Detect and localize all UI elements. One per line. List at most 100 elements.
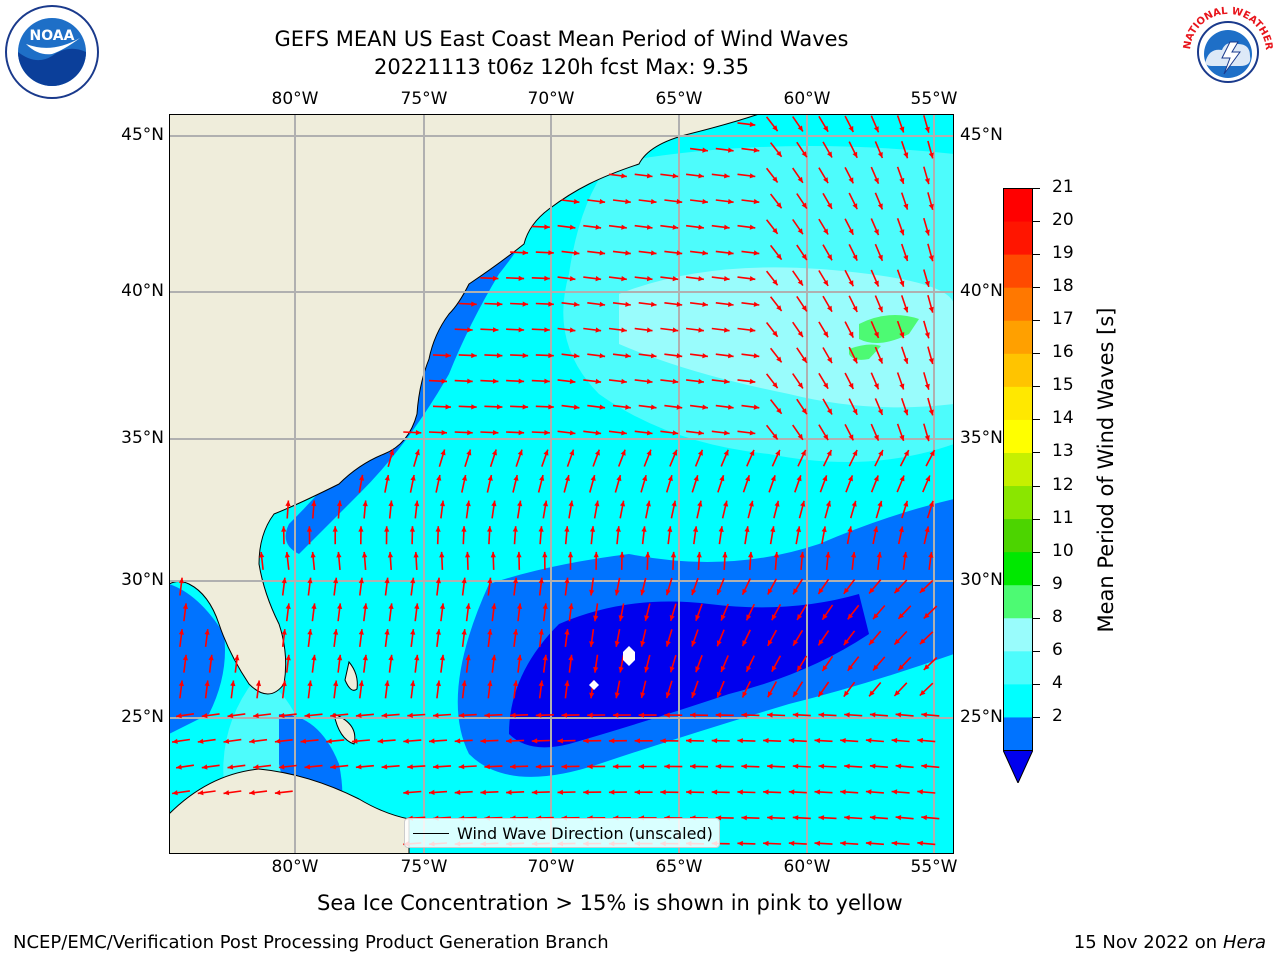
wind-wave-arrowhead xyxy=(745,475,750,482)
wind-wave-arrowhead xyxy=(440,449,446,456)
colorbar-tick-mark xyxy=(1033,353,1040,355)
wind-wave-arrowhead xyxy=(274,738,281,744)
wind-wave-arrowhead xyxy=(720,666,726,672)
wind-wave-arrowhead xyxy=(672,430,679,436)
wind-wave-arrowhead xyxy=(561,764,567,770)
wind-wave-arrowhead xyxy=(595,327,602,333)
wind-wave-arrowhead xyxy=(793,639,799,646)
wind-wave-arrowhead xyxy=(249,738,255,744)
wind-wave-arrowhead xyxy=(847,526,853,533)
colorbar-tick-mark xyxy=(1033,617,1040,619)
wind-wave-arrowhead xyxy=(698,449,703,456)
wind-wave-arrowhead xyxy=(698,276,704,282)
wind-wave-arrowhead xyxy=(823,331,829,338)
wind-wave-arrowhead xyxy=(640,692,646,699)
wind-wave-arrowhead xyxy=(818,588,824,594)
wind-wave-arrowhead xyxy=(800,500,806,507)
wind-wave-arrowhead xyxy=(310,551,316,558)
wind-wave-arrowhead xyxy=(253,712,259,719)
wind-wave-arrowhead xyxy=(304,712,311,719)
wind-wave-arrowhead xyxy=(869,815,876,821)
wind-wave-arrowhead xyxy=(491,500,497,507)
wind-wave-arrowhead xyxy=(742,691,748,698)
wind-wave-arrowhead xyxy=(311,603,317,609)
colorbar-tick-mark xyxy=(1033,452,1040,454)
wind-wave-arrowhead xyxy=(429,738,435,744)
wind-wave-arrowhead xyxy=(433,712,439,718)
wind-wave-arrowhead xyxy=(669,615,675,621)
colorbar-tick-label: 12 xyxy=(1052,474,1074,495)
wind-wave-arrowhead xyxy=(917,737,923,744)
wind-wave-arrowhead xyxy=(518,327,525,333)
wind-wave-arrowhead xyxy=(818,815,825,821)
wind-wave-arrowhead xyxy=(465,551,471,558)
colorbar-segment xyxy=(1003,650,1033,685)
wind-wave-arrowhead xyxy=(531,738,538,744)
wind-wave-arrowhead xyxy=(902,552,908,558)
wind-wave-arrowhead xyxy=(903,357,909,364)
wind-wave-arrowhead xyxy=(917,840,923,846)
wind-wave-arrowhead xyxy=(724,276,730,282)
colorbar-segment xyxy=(1003,254,1033,288)
wind-wave-arrowhead xyxy=(358,629,364,635)
wind-wave-arrowhead xyxy=(676,353,683,359)
wind-wave-arrowhead xyxy=(753,250,760,256)
wind-wave-arrowhead xyxy=(776,408,782,414)
wind-wave-arrowhead xyxy=(711,789,718,795)
colorbar xyxy=(1002,188,1034,785)
wind-wave-arrowhead xyxy=(414,500,420,507)
wind-wave-arrowhead xyxy=(384,629,390,635)
wind-wave-arrowhead xyxy=(587,712,593,718)
wind-wave-arrowhead xyxy=(796,475,802,482)
wind-wave-arrowhead xyxy=(595,430,602,436)
wind-wave-arrowhead xyxy=(876,552,882,558)
wind-wave-arrowhead xyxy=(797,382,803,389)
colorbar-tick-label: 13 xyxy=(1052,441,1074,462)
wind-wave-arrowhead xyxy=(569,224,576,230)
wind-wave-arrowhead xyxy=(742,640,748,647)
wind-wave-arrowhead xyxy=(728,147,734,153)
wind-wave-arrowhead xyxy=(826,450,832,456)
wind-wave-arrowhead xyxy=(599,250,606,256)
wind-wave-arrowhead xyxy=(403,738,409,744)
noaa-logo: NOAA xyxy=(4,4,100,100)
wind-wave-arrowhead xyxy=(852,151,858,158)
legend-line-symbol xyxy=(413,832,449,834)
wind-wave-arrowhead xyxy=(646,224,653,230)
wind-wave-arrowhead xyxy=(569,327,576,333)
wind-wave-arrowhead xyxy=(512,577,519,584)
wind-wave-arrowhead xyxy=(741,815,747,821)
wind-wave-arrowhead xyxy=(767,712,773,718)
wind-wave-arrowhead xyxy=(669,666,675,673)
wind-wave-arrowhead xyxy=(458,764,465,770)
wind-wave-arrowhead xyxy=(877,500,883,507)
wind-wave-arrowhead xyxy=(899,332,905,339)
wind-wave-arrowhead xyxy=(615,526,621,532)
wind-wave-arrowhead xyxy=(848,126,854,132)
wind-wave-arrowhead xyxy=(548,250,554,256)
wind-wave-arrowhead xyxy=(848,280,854,287)
wind-wave-arrowhead xyxy=(413,551,419,558)
colorbar-segment xyxy=(1003,353,1033,387)
wind-wave-arrowhead xyxy=(753,301,760,307)
wind-wave-arrowhead xyxy=(337,654,343,661)
wind-wave-arrowhead xyxy=(672,378,679,384)
colorbar-tick-mark xyxy=(1033,518,1040,520)
wind-wave-arrowhead xyxy=(435,680,441,687)
wind-wave-arrowhead xyxy=(928,358,934,364)
wind-wave-arrowhead xyxy=(899,434,905,441)
wind-wave-arrowhead xyxy=(899,126,905,133)
wind-wave-arrowhead xyxy=(492,327,499,333)
wind-wave-arrowhead xyxy=(869,763,876,769)
wind-wave-arrowhead xyxy=(903,450,909,457)
wind-wave-arrowhead xyxy=(646,327,653,333)
wind-wave-arrowhead xyxy=(433,764,439,770)
wind-wave-arrowhead xyxy=(825,551,831,558)
wind-wave-arrowhead xyxy=(608,789,615,795)
wind-wave-arrowhead xyxy=(487,526,493,532)
wind-wave-arrowhead xyxy=(797,125,803,132)
wind-wave-arrowhead xyxy=(634,738,640,744)
wind-wave-arrowhead xyxy=(716,691,722,698)
wind-wave-arrowhead xyxy=(924,383,930,390)
wind-wave-arrowhead xyxy=(919,690,926,696)
